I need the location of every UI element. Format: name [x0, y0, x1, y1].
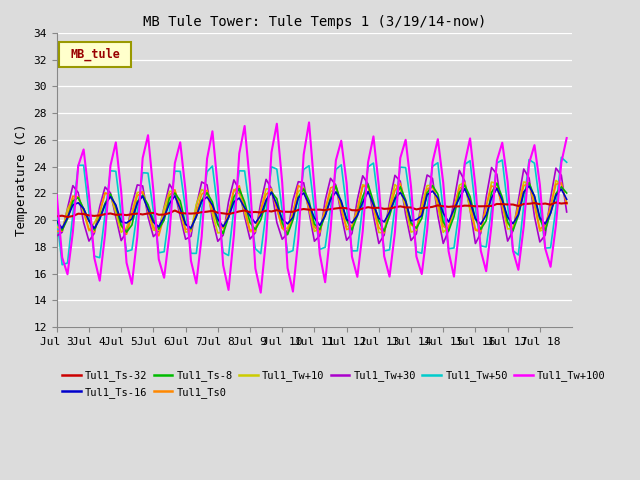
Y-axis label: Temperature (C): Temperature (C)	[15, 124, 28, 236]
Text: MB_tule: MB_tule	[70, 48, 120, 61]
FancyBboxPatch shape	[60, 42, 131, 67]
Title: MB Tule Tower: Tule Temps 1 (3/19/14-now): MB Tule Tower: Tule Temps 1 (3/19/14-now…	[143, 15, 486, 29]
Legend: Tul1_Ts-32, Tul1_Ts-16, Tul1_Ts-8, Tul1_Ts0, Tul1_Tw+10, Tul1_Tw+30, Tul1_Tw+50,: Tul1_Ts-32, Tul1_Ts-16, Tul1_Ts-8, Tul1_…	[62, 371, 605, 397]
